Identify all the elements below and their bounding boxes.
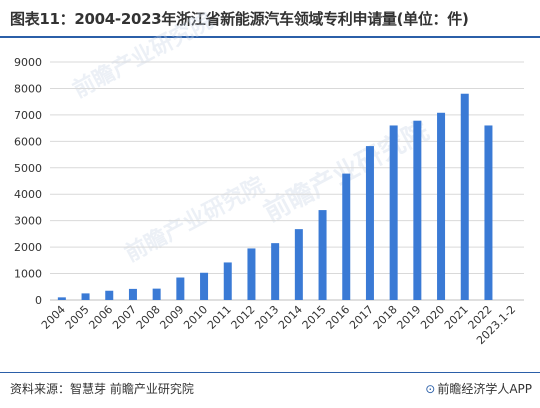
- bar-2016: [342, 173, 351, 300]
- bar-2021: [460, 93, 469, 300]
- bar-2006: [105, 290, 114, 300]
- bar-2011: [223, 262, 232, 300]
- x-tick-label: 2016: [323, 303, 352, 332]
- bar-2013: [271, 243, 280, 300]
- watermark-layer: 前瞻产业研究院 前瞻产业研究院 前瞻产业研究院: [69, 8, 434, 267]
- x-tick-label: 2008: [134, 303, 163, 332]
- bar-2014: [294, 229, 303, 300]
- y-tick-label: 2000: [14, 241, 42, 254]
- y-tick-label: 7000: [14, 109, 42, 122]
- x-tick-label: 2007: [110, 303, 139, 332]
- y-tick-label: 4000: [14, 188, 42, 201]
- bar-2022: [484, 125, 493, 300]
- y-tick-label: 1000: [14, 268, 42, 281]
- y-tick-label: 5000: [14, 162, 42, 175]
- x-tick-label: 2012: [229, 303, 258, 332]
- watermark: 前瞻产业研究院: [121, 172, 269, 267]
- bar-2007: [128, 288, 137, 300]
- bar-2010: [200, 272, 209, 300]
- title-rule: [0, 36, 540, 38]
- x-tick-label: 2006: [86, 303, 115, 332]
- brand-name: 前瞻经济学人APP: [437, 382, 532, 396]
- x-tick-label: 2004: [39, 303, 68, 332]
- brand-credit: ⊙ 前瞻经济学人APP: [425, 380, 532, 397]
- x-tick-label: 2019: [394, 303, 423, 332]
- watermark: 前瞻产业研究院: [69, 8, 217, 103]
- x-tick-label: 2009: [157, 303, 186, 332]
- bar-2017: [365, 146, 374, 300]
- bar-2005: [81, 293, 90, 300]
- y-tick-label: 9000: [14, 56, 42, 69]
- x-tick-label: 2020: [418, 303, 447, 332]
- x-tick-label: 2017: [347, 303, 376, 332]
- bar-2008: [152, 288, 161, 300]
- footer-rule: [0, 372, 540, 373]
- brand-logo-icon: ⊙: [425, 382, 436, 396]
- y-tick-label: 6000: [14, 135, 42, 148]
- bar-2012: [247, 248, 256, 300]
- x-tick-label: 2010: [181, 303, 210, 332]
- y-tick-label: 8000: [14, 82, 42, 95]
- x-tick-label: 2011: [205, 303, 234, 332]
- x-tick-label: 2021: [442, 303, 471, 332]
- bar-2015: [318, 210, 327, 300]
- bar-2009: [176, 277, 185, 300]
- bar-2020: [437, 112, 446, 300]
- x-tick-label: 2014: [276, 303, 305, 332]
- x-tick-label: 2005: [63, 303, 92, 332]
- y-tick-label: 3000: [14, 215, 42, 228]
- bar-2019: [413, 120, 422, 300]
- x-tick-label: 2013: [252, 303, 281, 332]
- bar-2004: [57, 297, 66, 300]
- chart-title: 图表11：2004-2023年浙江省新能源汽车领域专利申请量(单位：件): [10, 10, 469, 28]
- y-tick-label: 0: [35, 294, 42, 307]
- x-tick-label: 2018: [371, 303, 400, 332]
- bar-chart: 前瞻产业研究院 前瞻产业研究院 前瞻产业研究院 0 1000 2000 3000 400…: [14, 8, 524, 347]
- bar-2018: [389, 125, 398, 300]
- x-tick-label: 2015: [300, 303, 329, 332]
- source-note: 资料来源：智慧芽 前瞻产业研究院: [10, 382, 194, 396]
